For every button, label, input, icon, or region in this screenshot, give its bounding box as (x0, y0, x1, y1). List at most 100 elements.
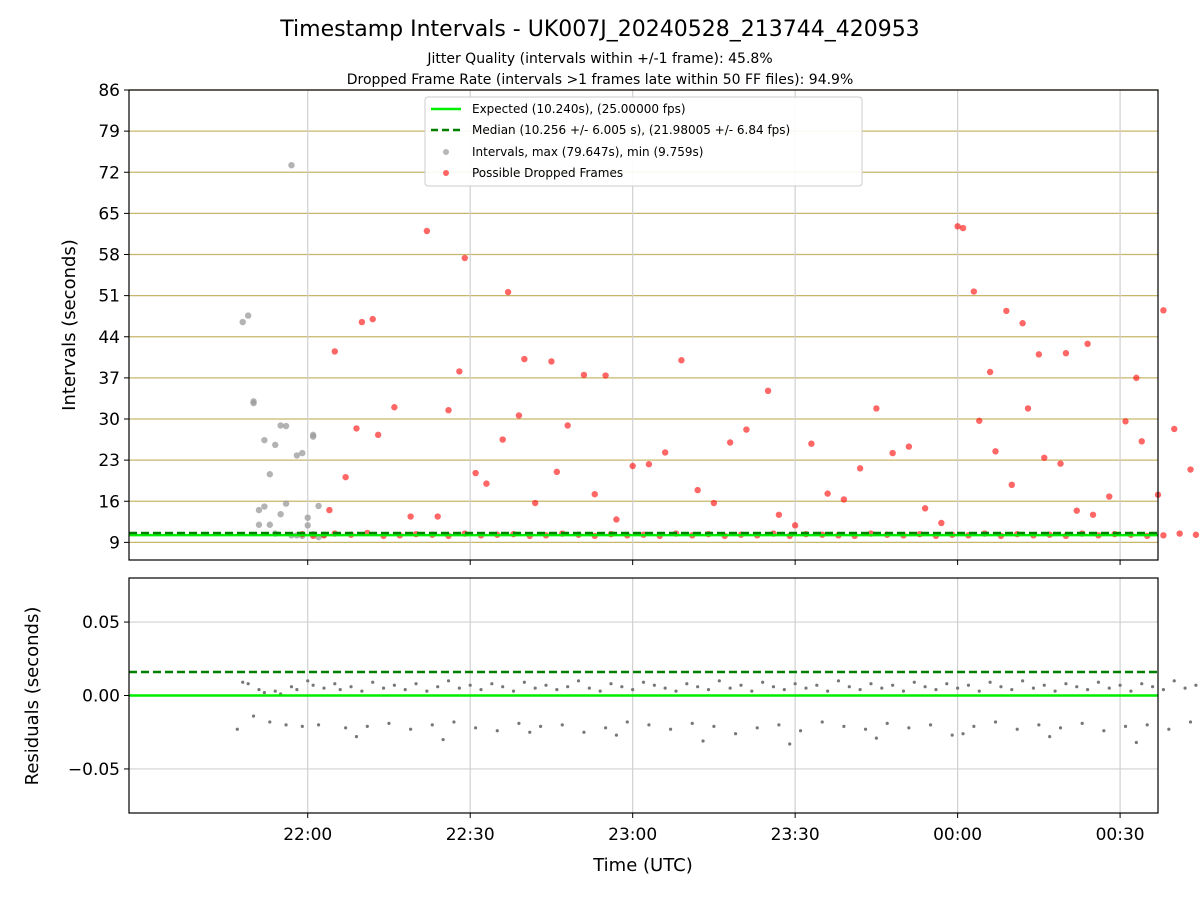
y-tick-label: 72 (98, 163, 120, 183)
residual-point (1123, 724, 1128, 728)
y-tick-label: 30 (98, 410, 120, 430)
x-axis-label: Time (UTC) (592, 855, 693, 876)
residual-point (246, 682, 250, 686)
residual-point (311, 683, 315, 687)
dropped-frame-point (1035, 351, 1043, 358)
residual-point (972, 724, 976, 728)
dropped-frame-point (369, 315, 376, 323)
residual-point (582, 730, 586, 734)
residual-point (956, 686, 960, 690)
residual-point (993, 720, 998, 724)
residual-point (777, 723, 781, 727)
dropped-frame-point (342, 473, 349, 481)
legend: Expected (10.240s), (25.00000 fps) Media… (424, 96, 863, 187)
legend-dropped-swatch (443, 170, 449, 176)
residual-point (1075, 685, 1079, 689)
residual-point (1172, 679, 1176, 683)
residual-point (928, 723, 933, 727)
residual-point (750, 689, 754, 693)
residual-point (300, 724, 304, 728)
y-tick-label: 16 (98, 492, 120, 512)
y-tick-label: 79 (98, 122, 120, 142)
residual-point (869, 682, 873, 686)
residual-point (474, 726, 478, 730)
y-tick-label: 58 (98, 246, 120, 266)
residual-point (289, 685, 294, 689)
residuals-points (235, 679, 1198, 746)
residual-point (685, 682, 689, 686)
residual-point (1150, 685, 1155, 689)
interval-point (261, 503, 268, 510)
residual-point (316, 723, 321, 727)
residual-point (880, 686, 884, 690)
residual-point (668, 727, 673, 731)
dropped-frame-point (743, 426, 750, 433)
dropped-frame-point (613, 516, 620, 523)
intervals-x-ticks (307, 560, 1121, 565)
residual-point (804, 686, 808, 690)
residual-point (885, 721, 889, 726)
dropped-frame-point (1138, 438, 1145, 445)
interval-point (293, 452, 301, 459)
dropped-frame-point (1122, 418, 1129, 425)
interval-point (255, 521, 263, 528)
residual-point (338, 688, 342, 692)
residual-point (701, 739, 705, 743)
residual-point (1058, 726, 1063, 730)
dropped-frame-point (499, 436, 506, 443)
residual-point (414, 682, 418, 686)
residual-point (1145, 723, 1149, 727)
residual-point (988, 680, 992, 684)
dropped-frame-point (889, 449, 896, 457)
residual-point (306, 679, 310, 683)
residual-point (950, 733, 954, 737)
residual-point (603, 726, 608, 730)
dropped-frame-point (564, 422, 571, 429)
residual-point (771, 685, 776, 689)
residual-point (430, 723, 434, 727)
dropped-frame-point (515, 412, 523, 419)
residual-point (1031, 686, 1036, 690)
dropped-frame-point (1024, 405, 1032, 412)
legend-box (424, 96, 863, 187)
dropped-frame-point (423, 227, 431, 235)
residual-point (652, 683, 656, 687)
residual-point (1015, 727, 1019, 731)
residual-point (360, 689, 364, 693)
dropped-frame-point (602, 372, 609, 379)
residual-point (696, 685, 700, 689)
interval-point (239, 318, 246, 326)
x-tick-label: 22:30 (446, 825, 495, 845)
dropped-frame-point (1057, 460, 1064, 467)
interval-point (255, 506, 263, 514)
y-tick-label: 86 (98, 81, 120, 101)
residual-point (576, 679, 581, 683)
y-tick-label: 0.05 (82, 613, 120, 633)
residual-point (517, 721, 521, 726)
residual-point (1021, 679, 1025, 683)
dropped-frame-subtitle: Dropped Frame Rate (intervals >1 frames … (347, 72, 854, 88)
residual-point (268, 720, 272, 724)
residual-point (598, 689, 602, 693)
dropped-frame-point (472, 469, 479, 477)
dropped-frame-point (353, 425, 360, 432)
dropped-frame-point (1041, 454, 1048, 461)
residuals-reference-lines (129, 670, 1158, 697)
residual-point (409, 727, 413, 731)
x-tick-label: 23:30 (771, 825, 820, 845)
dropped-frame-point (331, 348, 338, 355)
dropped-frame-point (531, 499, 539, 507)
residual-point (847, 685, 851, 689)
residual-point (706, 688, 711, 692)
dropped-frame-point (553, 468, 561, 476)
residual-point (1188, 720, 1193, 724)
intervals-y-axis-label: Intervals (seconds) (59, 239, 80, 411)
dropped-frame-point (445, 406, 452, 414)
legend-intervals-label: Intervals, max (79.647s), min (9.759s) (472, 145, 703, 159)
y-tick-label: 44 (98, 328, 120, 348)
interval-point (277, 422, 284, 429)
residual-point (820, 720, 824, 724)
residual-point (1167, 727, 1171, 731)
residual-point (614, 733, 619, 737)
dropped-frame-point (1192, 531, 1200, 538)
